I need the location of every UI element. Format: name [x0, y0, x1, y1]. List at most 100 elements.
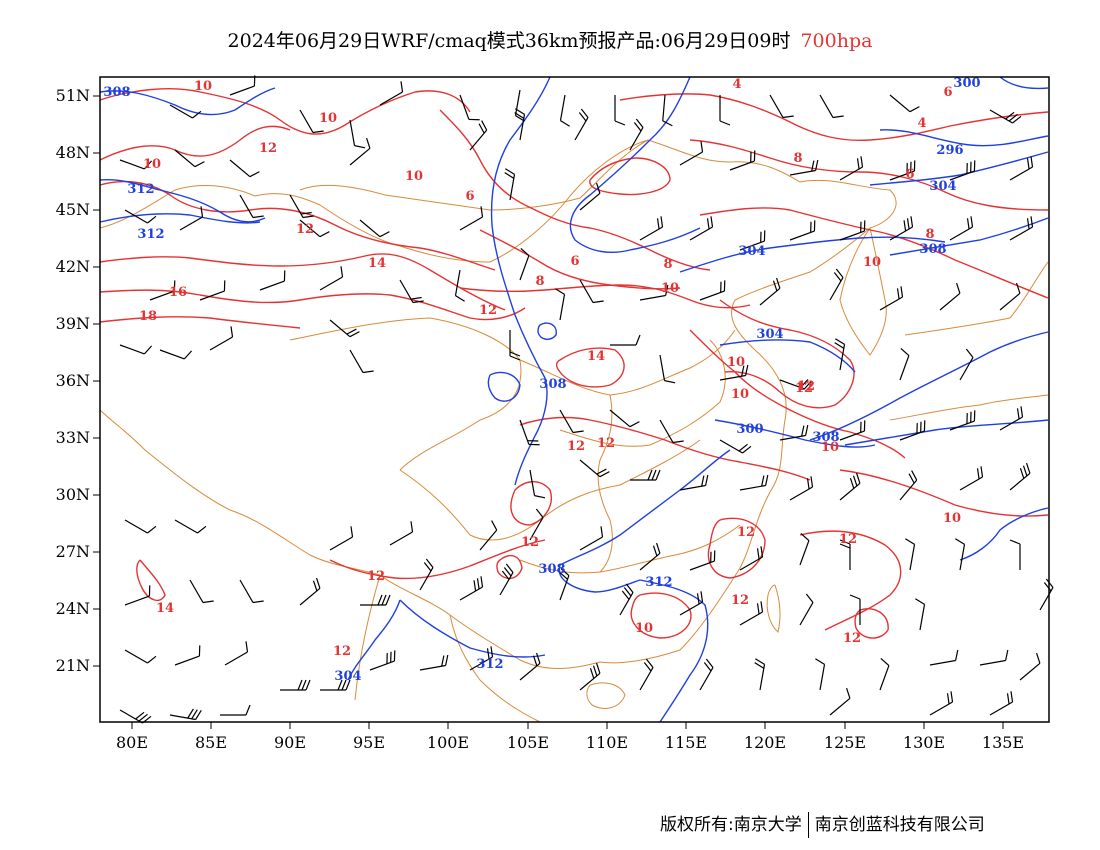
wind-barb: [662, 94, 673, 127]
boundary-layer: [99, 139, 1049, 723]
temperature-isotherm: [439, 109, 711, 271]
lon-tick-label: 120E: [744, 733, 786, 752]
wind-barb: [989, 691, 1014, 716]
wind-barb: [239, 194, 264, 219]
taiwan-coast: [766, 584, 781, 633]
wind-barb: [504, 168, 516, 201]
wind-barb: [614, 95, 626, 126]
wind-barb: [579, 459, 610, 478]
wind-barb: [799, 593, 814, 626]
temperature-isotherm: [496, 554, 523, 579]
wind-barb: [879, 286, 904, 311]
temperature-isotherm: [479, 229, 681, 290]
pressure-level: 700hpa: [800, 30, 873, 52]
temperature-label: 10: [635, 621, 653, 636]
copyright-line: 版权所有:南京大学 南京创蓝科技有限公司: [660, 810, 985, 838]
wind-barb: [159, 349, 193, 360]
wind-barb: [659, 419, 684, 444]
temperature-label: 18: [139, 309, 157, 324]
wind-barb: [979, 649, 1009, 666]
temperature-label: 12: [367, 569, 385, 584]
wind-barb: [719, 95, 731, 126]
geopotential-isoheight: [569, 76, 701, 253]
wind-barb: [739, 546, 764, 571]
wind-barb: [399, 279, 424, 304]
geopotential-isoheight: [347, 599, 401, 681]
height-label: 304: [334, 669, 361, 684]
wind-barb: [320, 679, 351, 691]
wind-barb: [849, 594, 861, 625]
wind-barb: [789, 220, 816, 241]
wind-barb: [659, 354, 676, 384]
wind-barb: [459, 206, 484, 231]
lon-axis: 80E 85E 90E 95E 100E 105E 110E 115E 120E 125E 130E…: [116, 722, 1024, 752]
wind-barb: [174, 645, 201, 666]
wind-barb: [699, 658, 714, 691]
temperature-isotherm: [99, 88, 471, 135]
geopotential-isoheight: [99, 87, 276, 116]
geopotential-isoheight: [639, 579, 709, 723]
temperature-label: 12: [259, 141, 277, 156]
temperature-isotherm: [99, 125, 291, 161]
wind-barb: [579, 279, 604, 304]
lon-tick-label: 130E: [903, 733, 945, 752]
copyright-divider: [807, 812, 809, 838]
height-label: 296: [936, 143, 963, 158]
indochina-boundary: [354, 574, 541, 723]
wind-barb: [839, 220, 866, 241]
temperature-isotherm: [839, 469, 1049, 517]
wind-barb: [519, 419, 540, 446]
lat-tick-label: 30N: [56, 485, 90, 504]
wind-barb: [280, 679, 311, 691]
temperature-label: 8: [663, 257, 672, 272]
wind-barb: [509, 330, 521, 361]
temperature-isotherm: [99, 253, 506, 311]
lat-tick-label: 45N: [56, 200, 90, 219]
geopotential-isoheight: [99, 213, 261, 224]
wind-barb: [679, 591, 704, 616]
wind-barb: [689, 550, 716, 571]
height-label: 312: [645, 575, 672, 590]
wind-barb: [329, 526, 354, 551]
wind-barb: [479, 520, 498, 551]
wind-barb: [459, 576, 484, 601]
geopotential-isoheight: [869, 151, 1049, 186]
temperature-label: 6: [943, 85, 952, 100]
wind-barb: [119, 159, 153, 170]
temperature-isotherm: [136, 559, 166, 602]
wind-barb: [639, 216, 664, 241]
temperature-label: 10: [821, 440, 839, 455]
wind-barb: [329, 319, 360, 338]
province-boundary-3: [519, 329, 736, 396]
wind-barb: [369, 650, 396, 671]
wind-barb: [889, 94, 920, 113]
lon-tick-label: 125E: [824, 733, 866, 752]
wind-barb: [719, 439, 752, 454]
wind-barb: [514, 108, 526, 141]
wind-barb: [999, 406, 1024, 431]
wind-barb: [199, 280, 226, 301]
temperature-isotherm: [799, 530, 902, 631]
lon-tick-label: 105E: [507, 733, 549, 752]
temperature-label: 12: [567, 439, 585, 454]
temperature-isotherm: [699, 207, 1049, 299]
lon-tick-label: 100E: [427, 733, 469, 752]
wind-barb: [829, 268, 844, 301]
temperature-isotherm: [689, 139, 1049, 211]
wind-barb: [639, 658, 654, 691]
wind-barb: [1009, 462, 1031, 491]
temperature-label: 6: [905, 167, 914, 182]
temperature-label: 16: [169, 285, 187, 300]
wind-barb: [630, 469, 661, 481]
temperature-label: 14: [156, 601, 174, 616]
lon-tick-label: 95E: [353, 733, 385, 752]
wind-barb: [689, 216, 714, 241]
wind-barb: [149, 280, 176, 301]
geopotential-isoheight: [999, 76, 1049, 90]
wind-barb: [959, 466, 984, 491]
wind-barb: [174, 519, 207, 534]
wind-barb: [559, 94, 570, 127]
height-labels: 308 312 312 308 308 312 312 304 304 304 300 296 300 3…: [103, 76, 980, 684]
temperature-isotherm: [519, 416, 811, 481]
temperature-label: 12: [333, 644, 351, 659]
